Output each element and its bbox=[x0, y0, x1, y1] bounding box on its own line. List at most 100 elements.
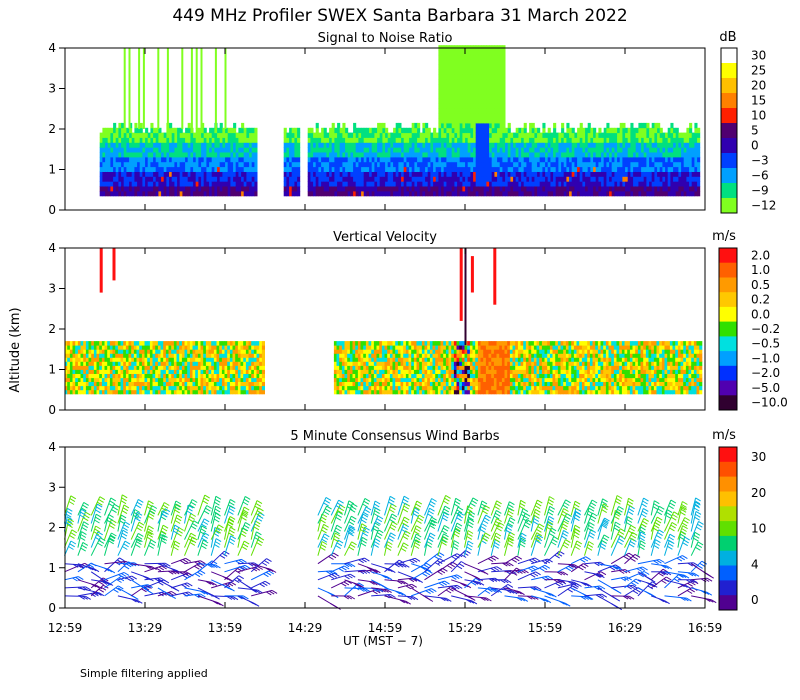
snr-cell bbox=[371, 147, 375, 153]
snr-cell bbox=[153, 161, 157, 168]
snr-cell bbox=[566, 186, 570, 192]
snr-cell bbox=[406, 127, 410, 134]
snr-cell bbox=[646, 156, 650, 163]
snr-cell bbox=[342, 127, 346, 134]
snr-cell bbox=[321, 152, 325, 158]
snr-cell bbox=[379, 166, 383, 172]
snr-cell bbox=[483, 142, 487, 148]
velocity-cell bbox=[128, 369, 132, 374]
snr-cell bbox=[353, 152, 357, 158]
velocity-cell bbox=[384, 341, 388, 346]
velocity-cell bbox=[120, 357, 124, 362]
snr-cell bbox=[582, 186, 586, 192]
velocity-cell bbox=[77, 369, 81, 374]
snr-cell bbox=[129, 137, 133, 143]
snr-cell bbox=[579, 137, 583, 143]
snr-cell bbox=[441, 59, 445, 65]
velocity-cell bbox=[83, 357, 87, 362]
snr-cell bbox=[387, 137, 391, 143]
snr-cell bbox=[158, 176, 162, 182]
snr-cell bbox=[486, 142, 490, 148]
snr-cell bbox=[347, 147, 351, 153]
snr-cell bbox=[499, 147, 503, 153]
snr-cell bbox=[483, 161, 487, 168]
velocity-cell bbox=[160, 365, 164, 370]
velocity-cell bbox=[400, 365, 404, 370]
snr-cell bbox=[417, 137, 421, 143]
snr-cell bbox=[473, 142, 477, 148]
snr-cell bbox=[505, 186, 509, 192]
snr-cell bbox=[227, 171, 231, 177]
velocity-cell bbox=[440, 341, 444, 346]
snr-cell bbox=[515, 176, 519, 182]
snr-cell bbox=[153, 137, 157, 143]
snr-cell bbox=[134, 186, 138, 192]
snr-cell bbox=[395, 171, 399, 177]
velocity-cell bbox=[176, 369, 180, 374]
snr-cell bbox=[118, 142, 122, 148]
snr-cell bbox=[694, 176, 698, 182]
snr-cell bbox=[315, 137, 319, 143]
snr-cell bbox=[179, 166, 183, 172]
snr-cell bbox=[494, 69, 498, 75]
snr-cell bbox=[310, 156, 314, 163]
snr-cell bbox=[459, 137, 463, 143]
snr-cell bbox=[286, 166, 290, 172]
snr-cell bbox=[606, 156, 610, 163]
snr-cell bbox=[201, 161, 205, 168]
velocity-cell bbox=[357, 373, 361, 379]
snr-cell bbox=[246, 176, 250, 182]
snr-cell bbox=[425, 127, 429, 134]
velocity-cell bbox=[355, 361, 359, 366]
snr-cell bbox=[433, 166, 437, 172]
snr-cell bbox=[593, 161, 597, 168]
snr-cell bbox=[286, 186, 290, 192]
velocity-cell bbox=[240, 389, 244, 395]
snr-cell bbox=[161, 142, 165, 148]
snr-cell bbox=[193, 132, 197, 138]
snr-cell bbox=[393, 142, 397, 148]
snr-cell bbox=[153, 166, 157, 172]
snr-cell bbox=[155, 142, 159, 148]
velocity-cell bbox=[397, 361, 401, 366]
snr-cell bbox=[481, 103, 485, 109]
snr-cell bbox=[222, 142, 226, 148]
snr-cell bbox=[641, 191, 645, 197]
snr-cell bbox=[638, 181, 642, 187]
snr-cell bbox=[126, 152, 130, 158]
snr-cell bbox=[203, 161, 207, 168]
snr-cell bbox=[473, 181, 477, 187]
snr-cell bbox=[238, 181, 242, 187]
velocity-cell bbox=[427, 373, 431, 379]
snr-cell bbox=[534, 161, 538, 168]
snr-cell bbox=[649, 147, 653, 153]
snr-cell bbox=[155, 156, 159, 163]
snr-cell bbox=[558, 171, 562, 177]
velocity-cell bbox=[205, 385, 209, 391]
snr-cell bbox=[561, 156, 565, 163]
snr-cell bbox=[499, 191, 503, 197]
velocity-cell bbox=[435, 369, 439, 374]
snr-cell bbox=[414, 171, 418, 177]
snr-cell bbox=[393, 186, 397, 192]
velocity-cell bbox=[165, 349, 169, 354]
snr-cell bbox=[225, 191, 229, 197]
snr-cell bbox=[190, 166, 194, 172]
velocity-cell bbox=[211, 345, 215, 350]
velocity-cell bbox=[224, 373, 228, 379]
colorbar-tick-label: −6 bbox=[751, 169, 769, 183]
snr-cell bbox=[523, 166, 527, 172]
velocity-cell bbox=[256, 365, 260, 370]
snr-cell bbox=[185, 186, 189, 192]
snr-cell bbox=[667, 142, 671, 148]
snr-cell bbox=[491, 122, 495, 129]
snr-cell bbox=[675, 171, 679, 177]
snr-cell bbox=[505, 142, 509, 148]
snr-cell bbox=[475, 176, 479, 182]
velocity-cell bbox=[123, 389, 127, 395]
snr-cell bbox=[377, 152, 381, 158]
snr-cell bbox=[587, 186, 591, 192]
snr-cell bbox=[673, 137, 677, 143]
snr-cell bbox=[417, 161, 421, 168]
snr-cell bbox=[339, 171, 343, 177]
